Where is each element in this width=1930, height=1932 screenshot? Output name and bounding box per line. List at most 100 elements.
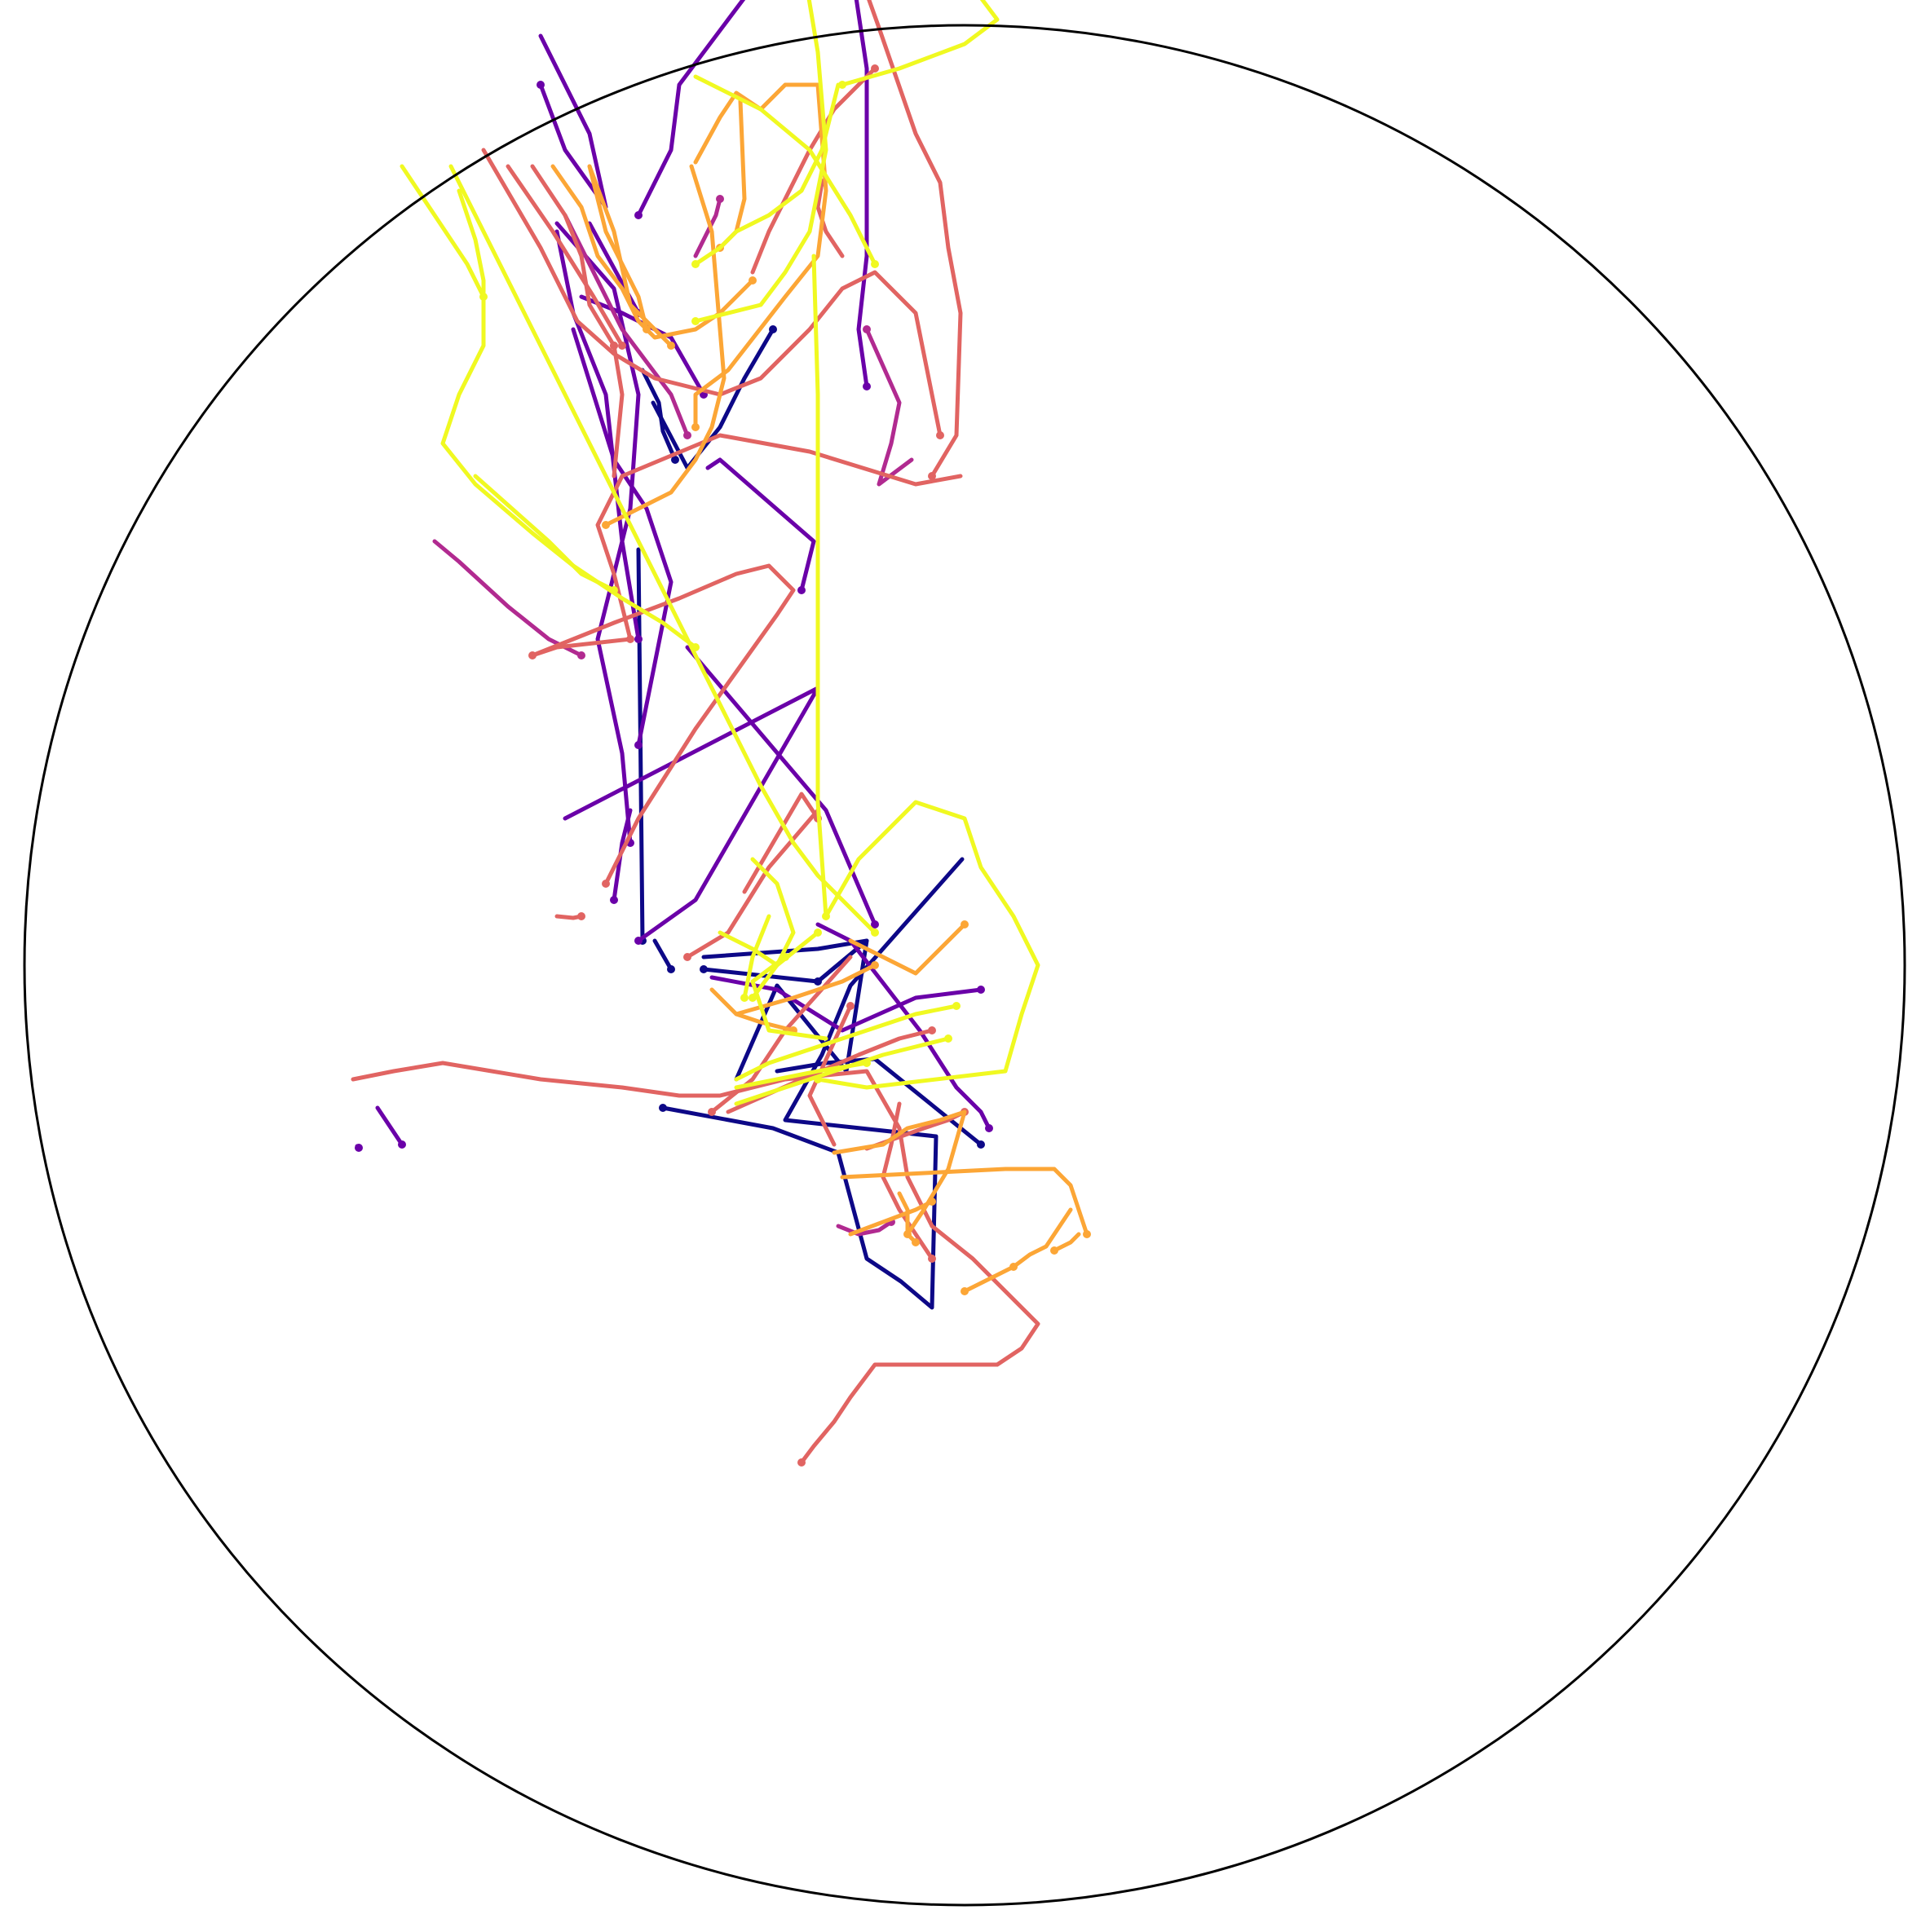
trajectory-endpoint	[1083, 1230, 1091, 1238]
trajectory-track	[709, 955, 853, 1114]
trajectory-track	[815, 922, 991, 1131]
trajectory-endpoint	[577, 651, 585, 659]
trajectory-track	[554, 221, 641, 845]
trajectory-track	[685, 645, 877, 927]
trajectory-endpoint	[871, 260, 879, 268]
trajectory-endpoint	[871, 920, 879, 929]
trajectory-track	[652, 938, 674, 972]
trajectory-endpoint	[871, 64, 879, 73]
trajectory-track	[815, 800, 1040, 1090]
trajectory-endpoint	[952, 1002, 961, 1010]
trajectory-endpoint	[985, 1124, 993, 1132]
trajectory-track	[775, 1056, 983, 1147]
trajectory-track	[742, 792, 820, 894]
trajectory-endpoint	[610, 342, 618, 350]
trajectory-endpoint	[749, 276, 757, 285]
trajectory-endpoint	[691, 317, 700, 325]
trajectory-endpoint	[769, 325, 777, 333]
trajectory-track	[640, 368, 678, 462]
trajectory-track	[962, 1264, 1016, 1294]
trajectory-track	[538, 33, 608, 210]
trajectory-endpoint	[928, 472, 936, 480]
trajectory-endpoint	[749, 994, 757, 1002]
trajectory-track	[1011, 1207, 1073, 1269]
trajectory-track	[375, 1105, 404, 1147]
trajectory-track	[750, 857, 796, 1000]
trajectory-track	[563, 213, 690, 438]
trajectory-endpoint	[602, 880, 610, 888]
trajectory-endpoint	[814, 929, 822, 937]
trajectory-track	[660, 857, 965, 1310]
trajectory-track	[612, 808, 633, 902]
trajectory-endpoint	[671, 456, 679, 464]
trajectory-track	[587, 164, 674, 348]
trajectory-track	[705, 457, 816, 593]
trajectory-endpoint	[634, 635, 643, 643]
trajectory-endpoint	[863, 325, 871, 333]
trajectory-track	[734, 1003, 959, 1082]
trajectory-track	[351, 1061, 1040, 1465]
trajectory-endpoint	[1050, 1246, 1058, 1255]
trajectory-endpoint	[537, 81, 545, 89]
trajectory-track	[473, 474, 616, 593]
trajectory-endpoint	[398, 1140, 406, 1149]
trajectory-endpoint	[659, 1104, 667, 1112]
trajectory-track	[897, 1191, 918, 1245]
circular-boundary	[23, 24, 1906, 1907]
trajectory-tracks	[351, 0, 1091, 1467]
trajectory-endpoint	[961, 920, 969, 929]
trajectory-endpoint	[797, 586, 806, 594]
trajectory-track	[848, 922, 967, 976]
trajectory-track	[807, 1003, 853, 1147]
trajectory-track	[840, 0, 1000, 87]
trajectory-track	[734, 963, 877, 1017]
trajectory-track	[867, 0, 963, 479]
trajectory-endpoint	[936, 431, 944, 439]
trajectory-track	[693, 196, 722, 258]
trajectory-track	[603, 164, 727, 527]
trajectory-endpoint	[928, 1026, 936, 1034]
trajectory-endpoint	[846, 1002, 855, 1010]
trajectory-track	[693, 0, 828, 324]
trajectory-track	[595, 433, 963, 642]
trajectory-endpoint	[863, 382, 871, 390]
trajectory-endpoint	[944, 1034, 952, 1043]
trajectory-track	[840, 1167, 1089, 1237]
trajectory-endpoint	[700, 965, 708, 973]
trajectory-endpoint	[928, 1255, 936, 1263]
trajectory-track	[854, 0, 869, 389]
trajectory-track	[750, 955, 828, 1041]
trajectory-track	[651, 327, 775, 470]
trajectory-endpoint	[355, 1144, 363, 1152]
trajectory-endpoint	[643, 325, 651, 333]
trajectory-endpoint	[977, 986, 985, 994]
trajectory-endpoint	[708, 1108, 716, 1116]
trajectory-track	[612, 343, 625, 479]
trajectory-track	[750, 66, 877, 275]
trajectory-endpoint	[961, 1287, 969, 1295]
trajectory-track	[709, 987, 796, 1033]
trajectory-endpoint	[577, 912, 585, 920]
trajectory-endpoint	[977, 1140, 985, 1149]
trajectory-endpoint	[667, 342, 675, 350]
trajectory-track	[400, 164, 486, 299]
trajectory-track	[811, 254, 828, 919]
trajectory-track	[571, 327, 674, 748]
trajectory-endpoint	[838, 81, 846, 89]
trajectory-endpoint	[667, 965, 675, 973]
trajectory-endpoint	[814, 977, 822, 986]
trajectory-endpoint	[634, 211, 643, 219]
trajectory-endpoint	[479, 293, 488, 301]
trajectory-track	[440, 188, 698, 650]
trajectory-endpoint	[610, 896, 618, 904]
trajectory-track	[1052, 1232, 1081, 1253]
trajectory-track	[734, 1061, 869, 1090]
trajectory-track	[554, 229, 641, 642]
trajectory-track	[506, 164, 625, 348]
trajectory-endpoint	[610, 586, 618, 594]
trajectory-track	[848, 1199, 934, 1237]
trajectory-endpoint	[797, 1458, 806, 1467]
trajectory-track	[718, 930, 820, 968]
